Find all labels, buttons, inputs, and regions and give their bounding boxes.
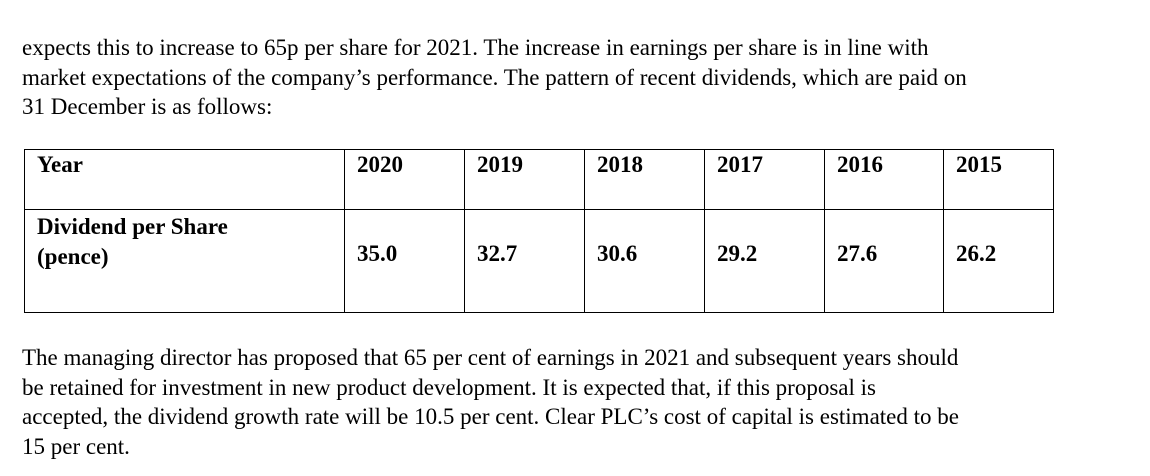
closing-line: 15 per cent. (22, 433, 130, 459)
year-value: 2020 (357, 152, 403, 177)
dividend-value: 35.0 (357, 241, 398, 266)
dividend-cell: 32.7 (464, 209, 585, 313)
year-cell: 2018 (584, 149, 705, 210)
dividend-value: 29.2 (717, 241, 758, 266)
dividend-value: 27.6 (837, 241, 878, 266)
year-value: 2016 (837, 152, 883, 177)
year-value: 2015 (956, 152, 1002, 177)
year-cell: 2017 (704, 149, 825, 210)
year-cell: 2020 (344, 149, 465, 210)
dividend-row: Dividend per Share (pence) 35.0 32.7 30.… (24, 209, 1054, 313)
dividend-cell: 26.2 (943, 209, 1054, 313)
year-value: 2019 (477, 152, 523, 177)
year-row: Year 2020 2019 2018 2017 2016 2015 (24, 149, 1054, 210)
closing-line: be retained for investment in new produc… (22, 374, 876, 400)
dividend-cell: 35.0 (344, 209, 465, 313)
year-value: 2017 (717, 152, 763, 177)
closing-paragraph: The managing director has proposed that … (22, 343, 1114, 461)
dividend-header-cell: Dividend per Share (pence) (24, 209, 345, 313)
dividend-table: Year 2020 2019 2018 2017 2016 2015 Divid… (24, 149, 1054, 313)
intro-line: expects this to increase to 65p per shar… (22, 35, 929, 60)
dividend-cell: 29.2 (704, 209, 825, 313)
closing-line: accepted, the dividend growth rate will … (22, 404, 959, 429)
dividend-cell: 27.6 (824, 209, 944, 313)
year-header-cell: Year (24, 149, 345, 210)
dividend-value: 32.7 (477, 241, 518, 266)
closing-line: The managing director has proposed that … (22, 345, 959, 370)
intro-line: 31 December is as follows: (22, 94, 273, 119)
dividend-value: 30.6 (597, 241, 638, 266)
dividend-header-label-line1: Dividend per Share (37, 214, 228, 239)
year-value: 2018 (597, 152, 643, 177)
year-cell: 2015 (943, 149, 1054, 210)
intro-line: market expectations of the company’s per… (22, 64, 967, 90)
year-cell: 2019 (464, 149, 585, 210)
intro-paragraph: expects this to increase to 65p per shar… (22, 33, 1114, 122)
dividend-value: 26.2 (956, 241, 997, 266)
year-header-label: Year (37, 152, 83, 177)
year-cell: 2016 (824, 149, 944, 210)
dividend-header-label-line2: (pence) (37, 244, 109, 269)
dividend-cell: 30.6 (584, 209, 705, 313)
